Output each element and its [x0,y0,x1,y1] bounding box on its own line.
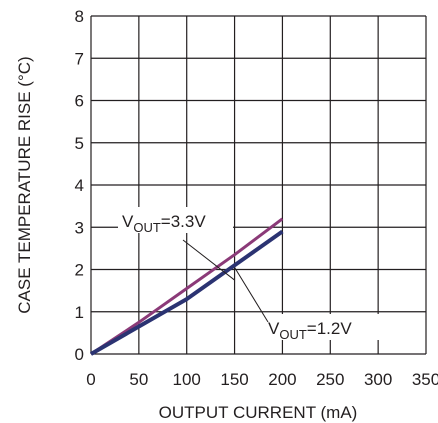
x-tick-label: 300 [364,370,392,389]
x-tick-labels: 0 50 100 150 200 250 300 350 [86,370,438,389]
y-tick-labels: 0 1 2 3 4 5 6 7 8 [75,7,84,364]
annotations: VOUT=3.3V VOUT=1.2V [118,207,390,342]
annotation-leader-line [182,239,235,281]
series-line-vout-1-2v [90,229,284,356]
annotation-leader-line [234,267,269,323]
x-tick-label: 50 [129,370,148,389]
grid [90,15,427,355]
y-tick-label: 0 [75,345,84,364]
x-tick-label: 150 [220,370,248,389]
y-tick-label: 7 [75,49,84,68]
x-tick-label: 250 [316,370,344,389]
y-tick-label: 5 [75,134,84,153]
y-tick-label: 8 [75,7,84,26]
annotation-label-vout-3-3v: VOUT=3.3V [122,212,206,235]
series-line-vout-3-3v [90,217,284,356]
y-axis-label: CASE TEMPERATURE RISE (°C) [15,56,34,313]
y-tick-label: 4 [75,176,84,195]
y-tick-label: 1 [75,303,84,322]
annotation-background [264,314,390,340]
x-tick-label: 350 [412,370,438,389]
x-tick-label: 0 [86,370,95,389]
y-tick-label: 6 [75,92,84,111]
annotation-label-vout-1-2v: VOUT=1.2V [268,319,352,342]
x-tick-label: 200 [268,370,296,389]
annotation-background [118,207,233,233]
y-tick-label: 3 [75,218,84,237]
series-layer [90,217,284,356]
x-axis-label: OUTPUT CURRENT (mA) [159,403,358,422]
x-tick-label: 100 [173,370,201,389]
y-tick-label: 2 [75,261,84,280]
